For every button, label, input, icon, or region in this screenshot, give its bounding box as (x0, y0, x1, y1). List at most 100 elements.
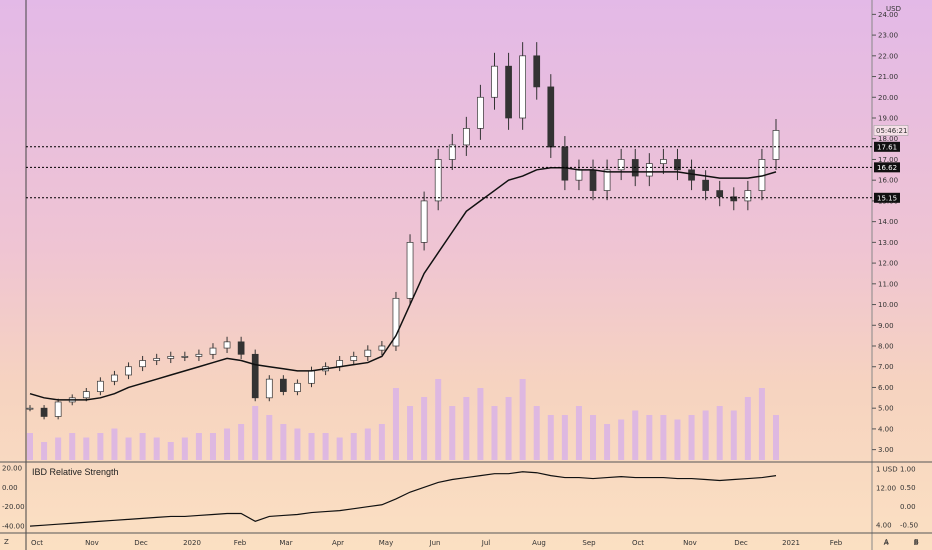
candle-body (364, 349, 372, 357)
volume-bar (561, 415, 568, 460)
price-tick-label: 4.00 (878, 425, 894, 433)
volume-bar (773, 415, 779, 460)
volume-bar (252, 406, 259, 460)
candle-body (54, 401, 62, 417)
indicator-right-extra-tick: 12.00 (876, 485, 896, 493)
volume-bar (632, 410, 639, 460)
volume-bar (308, 433, 315, 460)
corner-left-label: Z (4, 538, 9, 546)
volume-bar (449, 406, 456, 460)
candle-body (280, 378, 287, 392)
candle-body (181, 356, 189, 358)
candle-body (477, 96, 484, 129)
price-tick-label: 9.00 (878, 322, 894, 330)
volume-bar (674, 419, 681, 460)
volume-bar (407, 406, 414, 460)
volume-bar (111, 428, 118, 460)
price-tick-label: 17.00 (878, 156, 898, 164)
candle-body (167, 356, 175, 359)
indicator-left-tick: 0.00 (2, 484, 18, 492)
candle-body (448, 144, 456, 160)
volume-bar (660, 415, 667, 460)
price-tick-label: 11.00 (878, 280, 898, 288)
time-axis-label: Mar (279, 539, 292, 547)
volume-bar (590, 415, 597, 460)
candle-body (603, 169, 611, 191)
volume-bar (505, 397, 512, 460)
volume-bar (167, 442, 174, 460)
time-axis-label: Jun (429, 539, 441, 547)
price-tick-label: 3.00 (878, 446, 894, 454)
price-tick-label: 7.00 (878, 363, 894, 371)
volume-bar (758, 388, 765, 460)
candle-body (716, 190, 724, 198)
volume-bar (421, 397, 428, 460)
countdown-tag-box (873, 125, 909, 136)
volume-bar (477, 388, 484, 460)
candle-body (660, 159, 667, 164)
indicator-right-extra-tick: 4.00 (876, 522, 892, 530)
level-tag-box (874, 192, 900, 203)
volume-bar (69, 433, 76, 460)
volume-bar (618, 419, 625, 460)
corner-label-b[interactable]: B (914, 538, 919, 546)
candle-body (378, 345, 386, 351)
candle-body (251, 353, 259, 399)
volume-bar (702, 410, 709, 460)
price-tick-label: 10.00 (878, 301, 898, 309)
candle-body (645, 163, 653, 177)
candle-body (462, 128, 470, 146)
candle-body (434, 159, 442, 202)
price-tick-label: 5.00 (878, 405, 894, 413)
candle-body (209, 347, 217, 355)
price-tick-label: 16.00 (878, 177, 898, 185)
candle-body (308, 370, 315, 384)
price-tick-label: 22.00 (878, 52, 898, 60)
volume-bar (547, 415, 554, 460)
candle-body (547, 86, 555, 148)
volume-bar (195, 433, 202, 460)
volume-bar (533, 406, 540, 460)
price-tick-label: 19.00 (878, 115, 898, 123)
level-tag-label: 17.61 (877, 143, 897, 151)
candle-body (674, 159, 681, 171)
volume-bar (463, 397, 470, 460)
indicator-right-tick: 0.50 (900, 484, 916, 492)
candle-body (575, 169, 583, 181)
candle-body (40, 407, 48, 417)
volume-bar (392, 388, 399, 460)
volume-bar (55, 437, 62, 460)
volume-bar (519, 379, 526, 460)
volume-bar (97, 433, 104, 460)
indicator-line (29, 471, 777, 527)
time-axis-label: Oct (31, 539, 43, 547)
volume-bar (153, 437, 160, 460)
volume-bar (139, 433, 146, 460)
candle-body (533, 55, 541, 88)
candle-body (153, 358, 161, 361)
indicator-left-tick: -20.00 (2, 503, 25, 511)
time-axis-label: B (914, 539, 919, 547)
indicator-left-tick: 20.00 (2, 464, 22, 472)
candle-body (139, 360, 146, 368)
price-tick-label: 6.00 (878, 384, 894, 392)
volume-bar (83, 437, 90, 460)
time-axis-label: Aug (532, 539, 546, 547)
volume-bar (688, 415, 695, 460)
indicator-right-tick: 1.00 (900, 466, 916, 474)
price-tick-label: 14.00 (878, 218, 898, 226)
indicator-title: IBD Relative Strength (32, 467, 119, 477)
volume-bar (491, 406, 498, 460)
price-tick-label: 18.00 (878, 135, 898, 143)
time-axis-label: May (379, 539, 393, 547)
corner-label-a[interactable]: A (884, 538, 889, 546)
moving-average-line (29, 166, 777, 401)
volume-bar (209, 433, 216, 460)
indicator-right-tick: -0.50 (900, 522, 918, 530)
volume-bar (744, 397, 751, 460)
time-axis-label: Feb (234, 539, 247, 547)
level-tag-label: 15.15 (877, 194, 897, 202)
time-axis-label: 2020 (183, 539, 201, 547)
volume-bar (27, 433, 33, 460)
